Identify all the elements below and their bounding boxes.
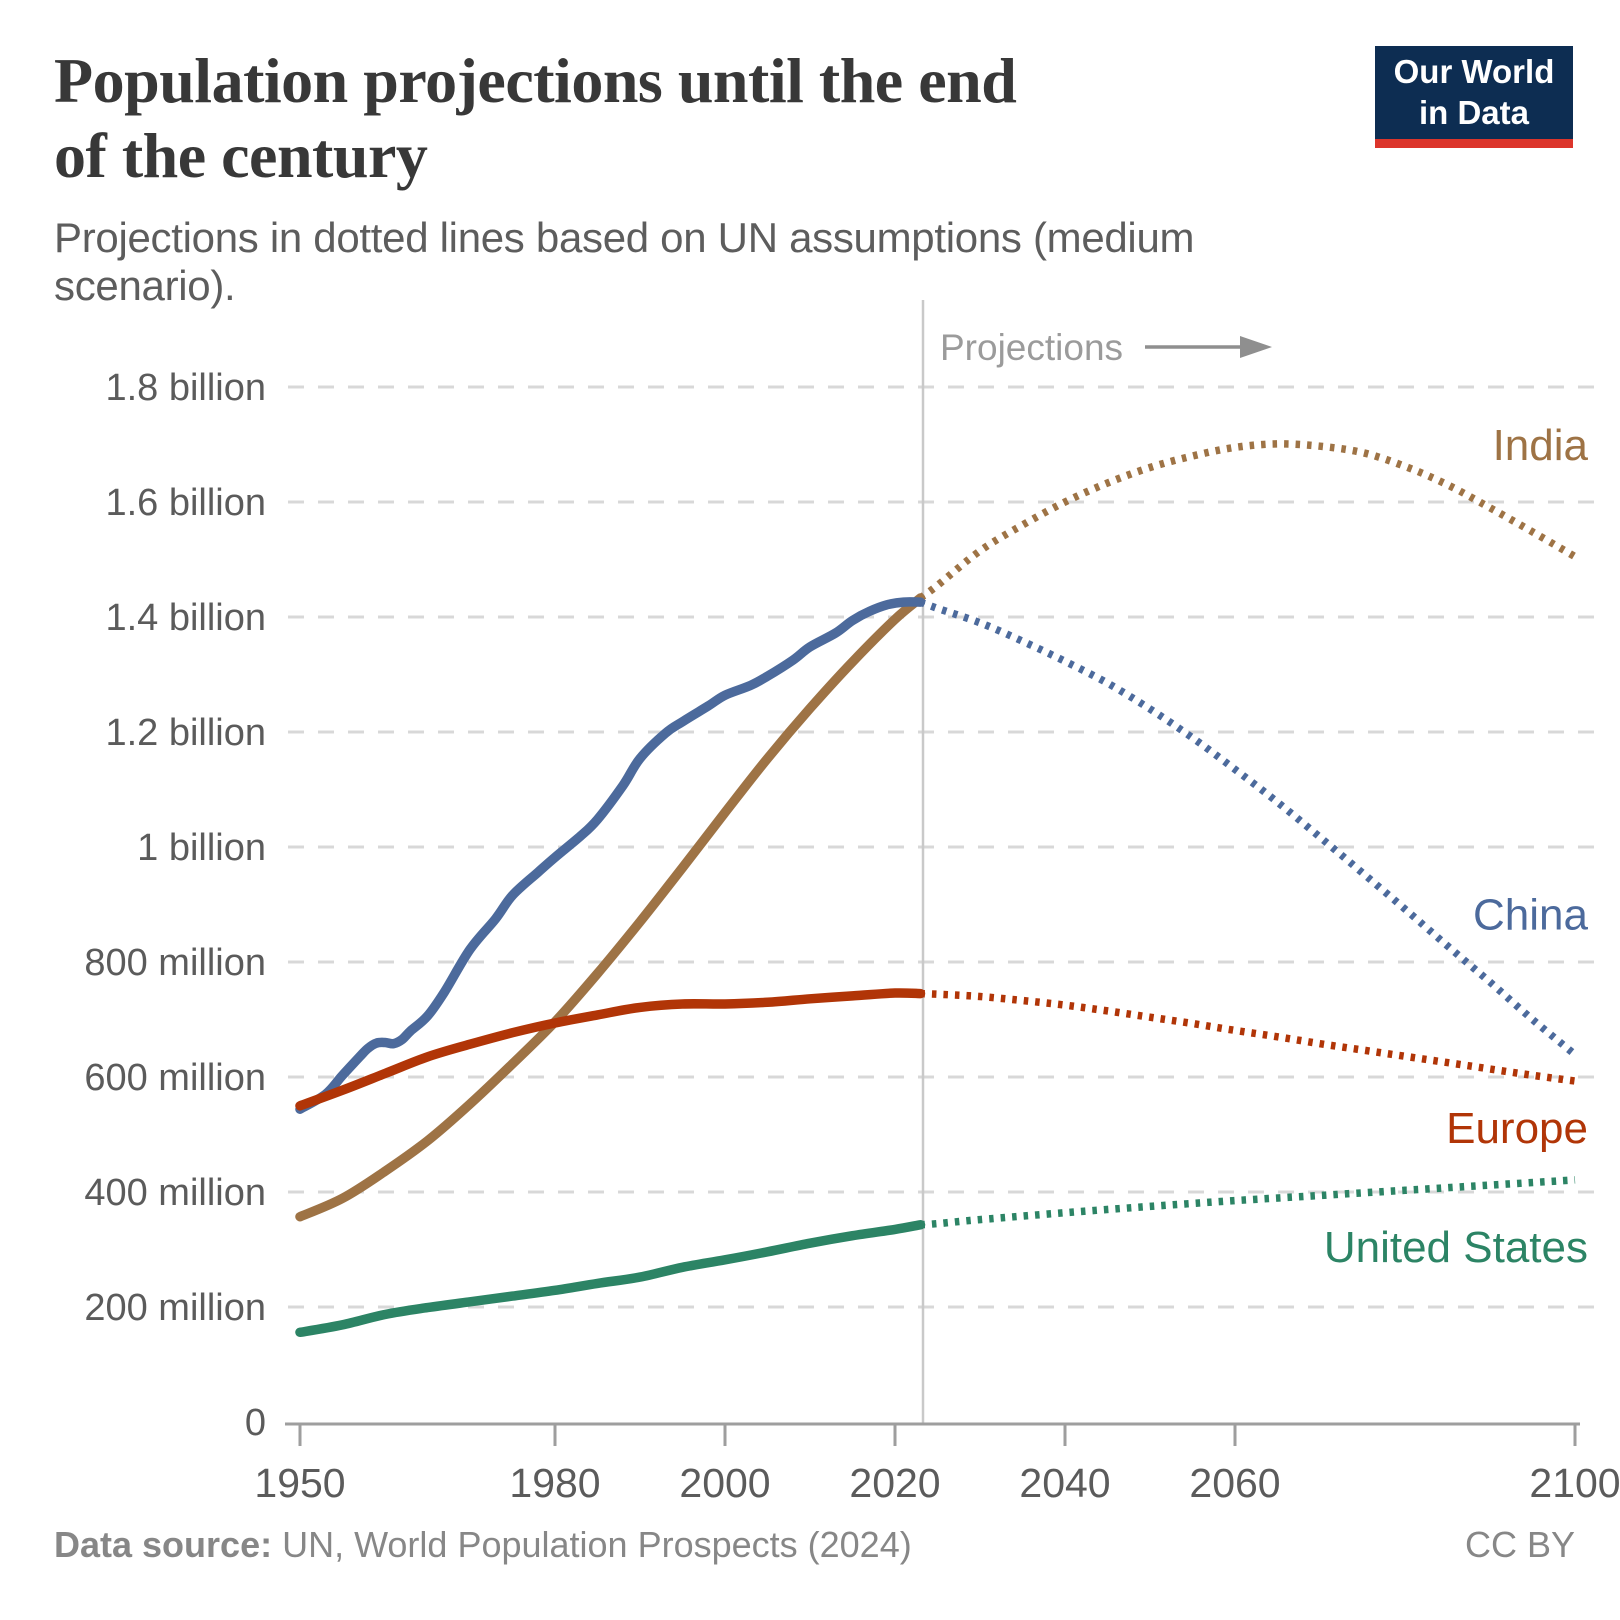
license-badge: CC BY xyxy=(1464,1524,1575,1565)
y-tick-label-600: 600 million xyxy=(84,1057,266,1099)
y-tick-label-0: 0 xyxy=(245,1402,266,1444)
owid-logo-line2: in Data xyxy=(1418,93,1530,131)
data-source-text: UN, World Population Prospects (2024) xyxy=(272,1524,912,1565)
y-tick-label-200: 200 million xyxy=(84,1287,266,1329)
x-tick-label-2040: 2040 xyxy=(1019,1460,1110,1506)
data-source-note: Data source: UN, World Population Prospe… xyxy=(54,1524,912,1566)
x-tick-label-1950: 1950 xyxy=(254,1460,345,1506)
series-united-states-history-line xyxy=(295,1220,926,1338)
chart-footer: Data source: UN, World Population Prospe… xyxy=(54,1524,1575,1566)
x-tick-label-2060: 2060 xyxy=(1189,1460,1280,1506)
y-tick-label-1400: 1.4 billion xyxy=(105,597,266,639)
projections-label: Projections xyxy=(940,327,1123,368)
series-china-history-line xyxy=(295,597,926,1114)
y-axis-labels: 1.8 billion 1.6 billion 1.4 billion 1.2 bil… xyxy=(84,367,266,1444)
series-europe-projection-line xyxy=(920,989,1576,1085)
projections-annotation: Projections xyxy=(940,327,1272,368)
series-china-projection-line xyxy=(919,598,1578,1058)
x-tick-label-2100: 2100 xyxy=(1529,1460,1620,1506)
series-lines xyxy=(295,440,1578,1338)
x-axis: 1950 1980 2000 2020 2040 2060 2100 xyxy=(254,1424,1620,1506)
y-tick-label-1000: 1 billion xyxy=(137,827,266,869)
series-united-states-projection-line xyxy=(920,1176,1576,1229)
series-label-united-states: United States xyxy=(1324,1223,1588,1272)
y-tick-label-1800: 1.8 billion xyxy=(105,367,266,409)
x-tick-label-1980: 1980 xyxy=(509,1460,600,1506)
projections-arrow-icon xyxy=(1240,336,1272,358)
owid-logo-line1: Our World xyxy=(1393,52,1555,90)
y-tick-label-1200: 1.2 billion xyxy=(105,712,266,754)
series-label-europe: Europe xyxy=(1446,1104,1588,1153)
title-block: Population projections until the end of … xyxy=(54,44,1375,310)
data-source-prefix: Data source: xyxy=(54,1524,273,1565)
page-title: Population projections until the end of … xyxy=(54,45,1017,191)
chart-header: Population projections until the end of … xyxy=(54,44,1573,310)
series-india-projection-line xyxy=(918,440,1577,602)
page-subtitle: Projections in dotted lines based on UN … xyxy=(54,213,1195,309)
y-tick-label-1600: 1.6 billion xyxy=(105,482,266,524)
y-tick-label-400: 400 million xyxy=(84,1172,266,1214)
gridlines xyxy=(288,385,1598,1309)
series-label-china: China xyxy=(1473,890,1588,939)
y-tick-label-800: 800 million xyxy=(84,942,266,984)
series-europe-history-line xyxy=(295,988,926,1111)
owid-logo: Our World in Data xyxy=(1375,46,1573,148)
x-tick-label-2020: 2020 xyxy=(849,1460,940,1506)
x-tick-label-2000: 2000 xyxy=(679,1460,770,1506)
series-india-history-line xyxy=(295,593,926,1222)
series-label-india: India xyxy=(1493,421,1589,470)
series-labels: India China Europe United States xyxy=(1324,421,1589,1272)
